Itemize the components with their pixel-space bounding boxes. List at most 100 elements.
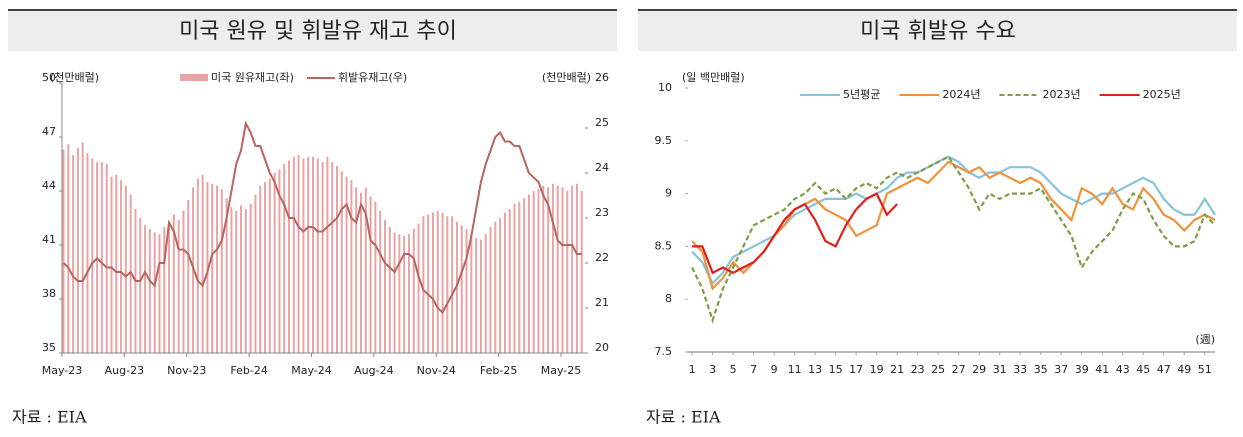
bar	[422, 216, 425, 353]
bar	[115, 174, 118, 353]
bar	[216, 185, 219, 353]
x-tick-label: 37	[1054, 363, 1068, 376]
x-tick-label: May-23	[42, 364, 83, 377]
bar	[359, 192, 362, 353]
bar	[345, 176, 348, 353]
bar	[508, 209, 511, 353]
x-tick-label: 35	[1034, 363, 1048, 376]
bar	[436, 210, 439, 353]
x-tick-label: Nov-23	[167, 364, 206, 377]
x-tick-label: 39	[1075, 363, 1089, 376]
x-tick-label: 7	[750, 363, 757, 376]
x-tick-label: 11	[788, 363, 802, 376]
x-tick-label: 49	[1177, 363, 1191, 376]
bar	[288, 160, 291, 353]
y-tick-label: 41	[42, 233, 56, 246]
x-tick-label: 33	[1013, 363, 1027, 376]
x-tick-label: Feb-24	[230, 364, 267, 377]
title-bar	[638, 11, 1237, 51]
x-tick-label: Aug-24	[354, 364, 393, 377]
y2-tick-label: 24	[595, 161, 609, 174]
bar	[326, 156, 329, 353]
bar	[292, 156, 295, 353]
bar	[321, 162, 324, 353]
bar	[355, 187, 358, 353]
bar	[374, 201, 377, 353]
bar	[518, 201, 521, 353]
bar	[182, 210, 185, 353]
bar	[153, 232, 156, 353]
bar	[494, 221, 497, 353]
bar	[465, 228, 468, 353]
y-tick-label: 8.5	[655, 239, 673, 252]
x-unit: (週)	[1195, 333, 1215, 346]
bar	[120, 180, 123, 353]
y-unit: (일 백만배럴)	[682, 70, 745, 84]
y-tick-label: 44	[42, 179, 56, 192]
bar	[335, 165, 338, 353]
x-tick-label: Aug-23	[105, 364, 144, 377]
y-tick-label: 9	[665, 187, 672, 200]
bar	[76, 147, 79, 353]
bar	[431, 212, 434, 353]
x-tick-label: Feb-25	[480, 364, 517, 377]
bar	[566, 191, 569, 353]
chart-title: 미국 휘발유 수요	[860, 19, 1016, 44]
bar	[86, 153, 89, 353]
y-tick-label: 38	[42, 287, 56, 300]
y2-tick-label: 25	[595, 116, 609, 129]
x-tick-label: 9	[771, 363, 778, 376]
x-tick-label: 19	[870, 363, 884, 376]
bar	[446, 216, 449, 353]
bar	[379, 210, 382, 353]
y-tick-label: 8	[665, 292, 672, 305]
bar	[403, 236, 406, 353]
bar	[144, 225, 147, 353]
bar	[340, 171, 343, 353]
bar	[278, 169, 281, 353]
source: 자료 : EIA	[12, 408, 87, 427]
y-unit: (천만배럴)	[50, 70, 99, 84]
bar	[211, 183, 214, 353]
legend-label: 2025년	[1143, 88, 1181, 101]
legend-label: 휘발유재고(우)	[338, 71, 407, 84]
bar	[547, 187, 550, 353]
bar	[187, 200, 190, 353]
x-tick-label: 47	[1157, 363, 1171, 376]
bar	[388, 227, 391, 353]
bar	[62, 149, 65, 353]
bar	[100, 162, 103, 353]
bar	[259, 185, 262, 353]
bar	[254, 194, 257, 353]
x-tick-label: 27	[952, 363, 966, 376]
bar	[364, 187, 367, 353]
bar	[124, 185, 127, 353]
bar	[398, 234, 401, 353]
bar	[441, 212, 444, 353]
bar	[451, 216, 454, 353]
bar	[81, 142, 84, 353]
legend-label: 미국 원유재고(좌)	[211, 71, 294, 84]
bar	[168, 221, 171, 353]
x-tick-label: 45	[1136, 363, 1150, 376]
bar	[331, 162, 334, 353]
bar	[580, 191, 583, 353]
x-tick-label: 51	[1198, 363, 1212, 376]
bar	[412, 228, 415, 353]
y2-tick-label: 20	[595, 341, 609, 354]
bar	[201, 174, 204, 353]
y2-tick-label: 22	[595, 251, 609, 264]
y-tick-label: 10	[658, 81, 672, 94]
x-tick-label: 3	[709, 363, 716, 376]
bar	[177, 219, 180, 353]
bar	[196, 178, 199, 353]
bar	[67, 144, 70, 353]
bar	[489, 227, 492, 353]
x-tick-label: 43	[1116, 363, 1130, 376]
bar	[72, 155, 75, 353]
bar	[551, 183, 554, 353]
bar	[240, 205, 243, 353]
bar	[571, 185, 574, 353]
y2-unit: (천만배럴)	[542, 70, 591, 84]
bar	[316, 158, 319, 353]
